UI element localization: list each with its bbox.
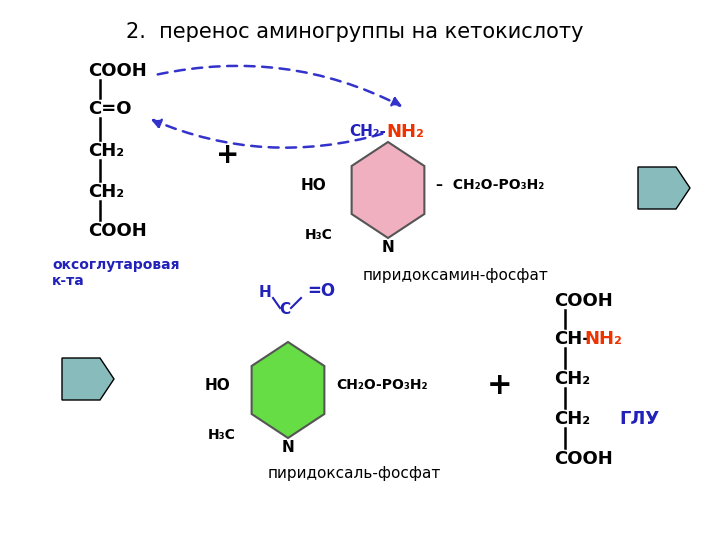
Text: 2.  перенос аминогруппы на кетокислоту: 2. перенос аминогруппы на кетокислоту xyxy=(126,22,584,42)
Polygon shape xyxy=(638,167,690,209)
Text: COOH: COOH xyxy=(554,292,613,310)
Polygon shape xyxy=(62,358,114,400)
Text: –  CH₂O-PO₃H₂: – CH₂O-PO₃H₂ xyxy=(436,178,544,192)
Text: NH₂: NH₂ xyxy=(386,123,424,141)
Text: +: + xyxy=(216,141,240,169)
Text: CH₂: CH₂ xyxy=(554,370,590,388)
Text: HO: HO xyxy=(204,377,230,393)
Text: N: N xyxy=(382,240,395,255)
Polygon shape xyxy=(251,342,325,438)
Text: CH₂O-PO₃H₂: CH₂O-PO₃H₂ xyxy=(336,378,428,392)
Text: COOH: COOH xyxy=(554,450,613,468)
Text: H: H xyxy=(258,285,271,300)
Text: CH-: CH- xyxy=(554,330,590,348)
Text: пиридоксаль-фосфат: пиридоксаль-фосфат xyxy=(268,466,441,481)
Text: ГЛУ: ГЛУ xyxy=(619,410,660,428)
Text: HO: HO xyxy=(300,178,326,192)
Text: H₃C: H₃C xyxy=(305,228,333,242)
Text: COOH: COOH xyxy=(88,62,147,80)
Polygon shape xyxy=(351,142,424,238)
Text: +: + xyxy=(487,370,513,400)
Text: C=O: C=O xyxy=(88,100,132,118)
Text: CH₂: CH₂ xyxy=(88,183,124,201)
Text: NH₂: NH₂ xyxy=(584,330,622,348)
Text: CH₂: CH₂ xyxy=(554,410,590,428)
Text: CH₂-: CH₂- xyxy=(349,125,386,139)
Text: CH₂: CH₂ xyxy=(88,142,124,160)
Text: оксоглутаровая: оксоглутаровая xyxy=(52,258,179,272)
Text: C: C xyxy=(279,302,291,318)
Text: N: N xyxy=(282,441,294,456)
Text: пиридоксамин-фосфат: пиридоксамин-фосфат xyxy=(363,268,549,283)
Text: H₃C: H₃C xyxy=(208,428,236,442)
Text: =O: =O xyxy=(307,282,335,300)
Text: к-та: к-та xyxy=(52,274,85,288)
Text: COOH: COOH xyxy=(88,222,147,240)
